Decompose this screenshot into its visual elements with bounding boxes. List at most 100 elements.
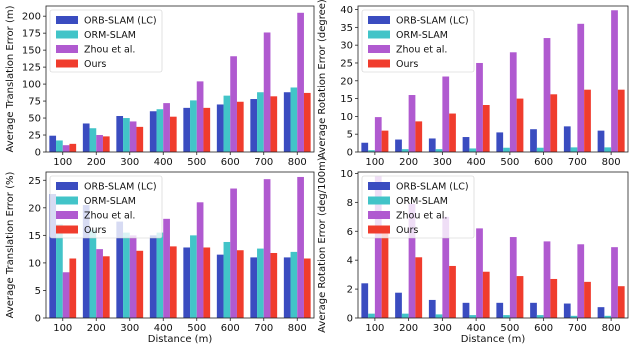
x-tick-label: 100 [53, 323, 72, 334]
bar-ours-800 [303, 258, 311, 318]
bar-ours-700 [584, 89, 591, 152]
x-tick-label: 300 [120, 323, 139, 334]
bar-orb-slam-lc--200 [395, 292, 402, 318]
bar-orm-slam-800 [290, 87, 298, 152]
bar-orb-slam-lc--600 [530, 302, 537, 318]
bar-orm-slam-600 [223, 95, 231, 152]
y-tick-label: 0 [35, 148, 41, 159]
legend: ORB-SLAM (LC) ORM-SLAM Zhou et al. Ours [361, 9, 475, 73]
y-tick-label: 125 [22, 63, 41, 74]
bar-zhou-et-al--300 [129, 235, 137, 318]
bar-zhou-et-al--100 [374, 176, 382, 318]
bar-orm-slam-800 [604, 315, 612, 318]
bar-ours-600 [550, 94, 558, 152]
bar-orb-slam-lc--200 [82, 123, 90, 152]
bar-orb-slam-lc--700 [563, 303, 571, 318]
bar-zhou-et-al--600 [543, 241, 551, 318]
y-tick-label: 175 [22, 29, 41, 40]
bar-orb-slam-lc--300 [428, 138, 436, 152]
bar-ours-500 [516, 276, 524, 318]
bar-orb-slam-lc--800 [283, 257, 291, 318]
legend-swatch [368, 16, 390, 24]
x-tick-label: 500 [187, 323, 206, 334]
legend-swatch [56, 16, 78, 24]
y-tick-label: 40 [340, 5, 353, 16]
bar-zhou-et-al--800 [611, 10, 618, 152]
bar-ours-300 [449, 265, 456, 318]
y-tick-label: 0 [347, 314, 353, 325]
y-tick-label: 5 [35, 286, 41, 297]
legend-label: ORB-SLAM (LC) [84, 16, 157, 27]
legend-swatch [56, 45, 78, 53]
bar-zhou-et-al--500 [509, 237, 517, 318]
legend-label: ORM-SLAM [396, 30, 448, 41]
bar-ours-200 [415, 121, 423, 152]
bar-ours-700 [270, 252, 278, 318]
bar-ours-400 [169, 116, 177, 152]
y-tick-label: 75 [28, 97, 41, 108]
bar-orb-slam-lc--800 [283, 92, 291, 152]
legend-swatch [368, 182, 390, 190]
legend-label: Zhou et al. [396, 45, 447, 56]
bar-zhou-et-al--700 [577, 244, 585, 318]
legend: ORB-SLAM (LC) ORM-SLAM Zhou et al. Ours [49, 9, 163, 73]
legend-swatch [368, 45, 390, 53]
bar-orm-slam-300 [435, 149, 443, 152]
bar-zhou-et-al--400 [163, 103, 170, 152]
legend: ORB-SLAM (LC) ORM-SLAM Zhou et al. Ours [49, 175, 163, 239]
bar-orm-slam-700 [570, 147, 578, 152]
y-tick-label: 100 [22, 80, 41, 91]
x-tick-label: 500 [187, 157, 206, 168]
bar-orm-slam-300 [123, 118, 130, 152]
bar-ours-200 [102, 136, 110, 152]
x-tick-label: 500 [500, 157, 519, 168]
plot-border [357, 171, 629, 319]
legend-box [49, 175, 163, 239]
y-tick-label: 20 [28, 203, 41, 214]
x-tick-label: 300 [433, 323, 452, 334]
bar-zhou-et-al--400 [163, 218, 170, 318]
bar-ours-300 [136, 126, 144, 152]
legend-swatch [56, 211, 78, 219]
legend-swatch [56, 182, 78, 190]
bar-orb-slam-lc--800 [597, 307, 605, 318]
bar-orb-slam-lc--400 [462, 302, 470, 318]
y-tick-label: 30 [340, 41, 353, 52]
bar-orb-slam-lc--100 [361, 142, 369, 152]
bar-orb-slam-lc--400 [149, 111, 157, 152]
y-axis-label: Average Translation Error (m) [5, 5, 16, 152]
x-tick-label: 300 [433, 157, 452, 168]
legend-label: Zhou et al. [396, 211, 447, 222]
chart-panel-4: 0 2 4 6 8 10 100 200 300 400 500 600 700 800 Average R… [317, 157, 629, 345]
legend-swatch [368, 196, 390, 205]
legend-box [361, 9, 475, 73]
legend-label: Zhou et al. [84, 211, 135, 222]
bar-ours-100 [381, 130, 389, 152]
x-tick-label: 200 [399, 323, 418, 334]
y-tick-label: 8 [347, 198, 353, 209]
bar-orm-slam-400 [469, 315, 477, 318]
y-tick-label: 10 [28, 258, 41, 269]
bar-zhou-et-al--100 [374, 117, 382, 152]
bar-ours-300 [136, 250, 144, 318]
bar-zhou-et-al--100 [62, 272, 70, 318]
x-tick-label: 800 [288, 157, 307, 168]
bar-orm-slam-100 [56, 140, 63, 152]
bar-orb-slam-lc--500 [496, 132, 504, 152]
legend-swatch [368, 211, 390, 219]
bar-orm-slam-100 [56, 224, 63, 318]
bar-ours-400 [169, 246, 177, 318]
plot-border [357, 5, 629, 153]
bar-orm-slam-700 [257, 92, 264, 152]
bar-orm-slam-200 [89, 229, 97, 318]
legend-label: ORM-SLAM [396, 196, 448, 207]
y-tick-label: 25 [340, 58, 353, 69]
bar-zhou-et-al--600 [230, 188, 237, 318]
x-tick-label: 300 [120, 157, 139, 168]
y-tick-label: 6 [347, 227, 353, 238]
bar-orm-slam-600 [536, 315, 544, 318]
legend-swatch [368, 225, 390, 234]
bar-orm-slam-700 [257, 248, 264, 318]
x-tick-label: 200 [87, 323, 106, 334]
